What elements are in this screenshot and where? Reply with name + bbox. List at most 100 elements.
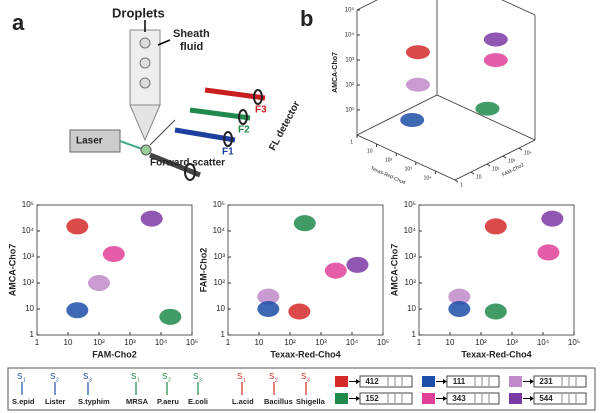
panel-label: b xyxy=(300,6,313,31)
plot-frame xyxy=(227,204,384,336)
probe-subscript: 3 xyxy=(199,377,202,383)
barcode-box xyxy=(446,392,500,405)
y-tick-label: 10² xyxy=(213,278,225,287)
plot-frame xyxy=(418,204,575,336)
label: Sheath xyxy=(173,28,210,40)
y-tick-label: 1 xyxy=(221,330,226,339)
cluster xyxy=(288,303,311,320)
box-edge xyxy=(356,134,456,181)
z-tick-label: 10² xyxy=(492,166,500,172)
lens xyxy=(184,163,196,181)
y-tick-label: 10¹ xyxy=(345,108,354,114)
x-tick-label: 10⁴ xyxy=(424,175,432,181)
x-axis-label: Texax-Red-Cho4 xyxy=(461,349,531,359)
probe-subscript: 2 xyxy=(56,377,59,383)
cluster xyxy=(159,308,182,325)
probe-symbol: S xyxy=(17,372,22,381)
probe-symbol: S xyxy=(83,372,88,381)
cluster xyxy=(140,210,163,227)
x-tick-label: 1 xyxy=(35,338,40,347)
y-tick-label: 1 xyxy=(412,330,417,339)
arrow-head xyxy=(443,379,447,384)
cluster xyxy=(66,302,89,319)
y-tick-label: 10⁵ xyxy=(404,200,416,209)
probe-label: Shigella xyxy=(296,397,326,406)
x-tick-label: 10³ xyxy=(506,338,518,347)
x-tick-label: 10⁴ xyxy=(346,338,359,347)
z-tick-label: 10⁴ xyxy=(524,150,532,156)
probe-symbol: S xyxy=(193,372,198,381)
probe-label: E.coli xyxy=(188,397,208,406)
x-tick-label: 10 xyxy=(446,338,455,347)
z-tick-label: 10³ xyxy=(508,158,516,164)
y-axis-label: FAM-Cho2 xyxy=(198,248,208,293)
probe-label: P.aeru xyxy=(157,397,179,406)
x-tick-label: 10 xyxy=(367,148,373,154)
y-tick-label: 10⁵ xyxy=(213,200,225,209)
focus xyxy=(140,144,152,156)
arrow-head xyxy=(443,396,447,401)
droplet xyxy=(139,57,151,69)
y-tick-label: 10⁴ xyxy=(345,32,355,39)
y-tick-label: 10 xyxy=(407,304,416,313)
barcode-box xyxy=(533,392,587,405)
barcode-code: 111 xyxy=(453,377,466,386)
scatter-path xyxy=(149,152,201,178)
probe-subscript: 2 xyxy=(275,377,278,383)
y-tick-label: 10 xyxy=(216,304,225,313)
cluster xyxy=(483,32,508,47)
barcode-swatch xyxy=(509,376,522,387)
box-edge xyxy=(436,94,536,141)
probe-symbol: S xyxy=(131,372,136,381)
y-tick-label: 10² xyxy=(345,83,354,89)
probe-symbol: S xyxy=(237,372,242,381)
z-tick-label: 1 xyxy=(460,182,463,188)
cluster xyxy=(257,288,280,305)
box-edge xyxy=(356,94,438,136)
panel-label: a xyxy=(12,10,25,35)
probe-label: L.acid xyxy=(232,397,254,406)
y-tick-label: 10 xyxy=(25,304,34,313)
y-axis-label: AMCA-Cho7 xyxy=(7,244,17,297)
y-tick-label: 10⁵ xyxy=(22,200,34,209)
cluster xyxy=(346,256,369,273)
label: FL detector xyxy=(267,99,302,152)
cluster xyxy=(102,246,125,263)
fl-path xyxy=(149,119,176,146)
y-tick-label: 10⁴ xyxy=(22,226,35,235)
x-tick-label: 10 xyxy=(64,338,73,347)
probe-subscript: 1 xyxy=(23,377,26,383)
cluster xyxy=(324,262,347,279)
probe-label: S.epid xyxy=(12,397,35,406)
cluster xyxy=(541,210,564,227)
arrow-head xyxy=(530,379,534,384)
label: F1 xyxy=(222,147,234,158)
lens xyxy=(238,109,248,125)
z-tick xyxy=(518,147,523,151)
cluster xyxy=(483,53,508,68)
probe-label: MRSA xyxy=(126,397,149,406)
cluster xyxy=(88,275,110,291)
z-tick xyxy=(454,179,459,183)
x-tick-label: 10² xyxy=(385,157,393,163)
x-tick-label: 10 xyxy=(255,338,264,347)
barcode-swatch xyxy=(335,376,348,387)
barcode-code: 544 xyxy=(539,394,553,403)
cluster xyxy=(405,45,430,60)
cluster xyxy=(537,244,560,261)
lens xyxy=(253,89,263,105)
probe-symbol: S xyxy=(269,372,274,381)
label: Laser xyxy=(76,136,103,147)
cluster xyxy=(484,303,507,320)
label: F3 xyxy=(255,105,267,116)
box-edge xyxy=(501,0,536,16)
cluster xyxy=(257,301,280,317)
arrow-head xyxy=(356,379,360,384)
x-tick-label: 10³ xyxy=(405,166,413,172)
z-tick-label: 10 xyxy=(476,174,482,180)
y-tick-label: 10³ xyxy=(404,252,416,261)
probe-label: Bacillus xyxy=(264,397,293,406)
cluster xyxy=(475,101,500,116)
x-tick-label: 1 xyxy=(350,139,353,145)
probe-subscript: 3 xyxy=(307,377,310,383)
